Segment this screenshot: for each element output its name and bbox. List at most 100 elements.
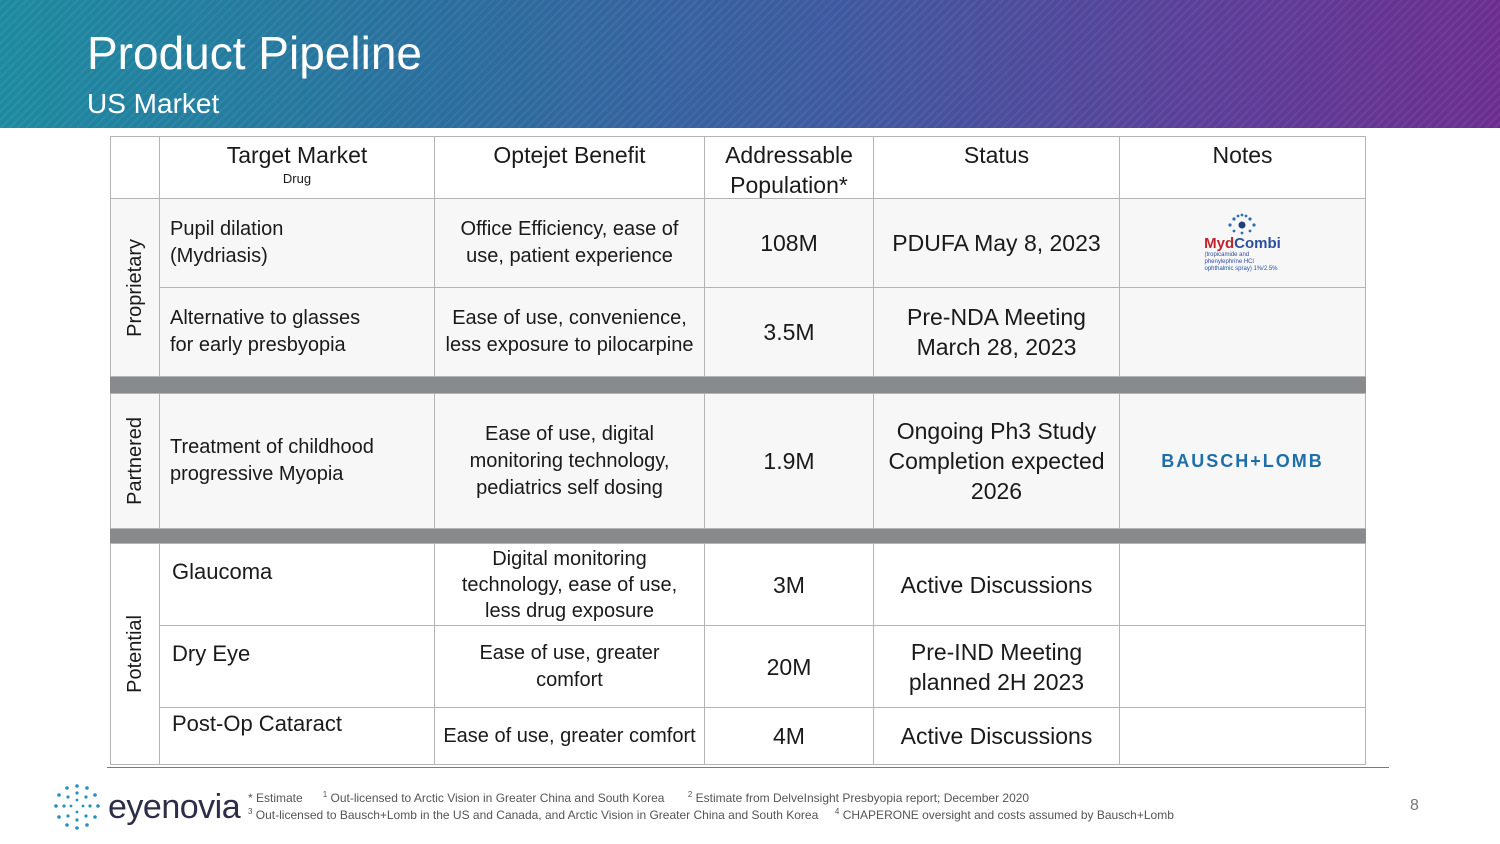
- row-2-benefit-line2: less exposure to pilocarpine: [445, 334, 694, 356]
- row-2-status-line2: March 28, 2023: [916, 334, 1077, 360]
- table-row-4-benefit: Digital monitoring technology, ease of us…: [434, 543, 705, 626]
- row-1-target-line2: (Mydriasis): [170, 245, 268, 267]
- table-row-5-population: 20M: [704, 625, 874, 708]
- table-row-2-status: Pre-NDA Meeting March 28, 2023: [873, 287, 1120, 377]
- mydcombi-subtext: (tropicamide and phenylephrine HCl ophth…: [1204, 252, 1278, 272]
- mydcombi-logo: MydCombi (tropicamide and phenylephrine …: [1204, 213, 1281, 273]
- table-row-1-target: Pupil dilation (Mydriasis): [159, 198, 435, 288]
- page-number: 8: [1410, 797, 1419, 814]
- table-row-6-population: 4M: [704, 707, 874, 765]
- table-row-4-population: 3M: [704, 543, 874, 626]
- row-2-population-value: 3.5M: [763, 319, 815, 345]
- header-status-label: Status: [963, 142, 1030, 168]
- header-notes-label: Notes: [1212, 142, 1273, 168]
- row-4-benefit-line2: technology, ease of use,: [461, 573, 678, 596]
- row-3-benefit-line1: Ease of use, digital: [485, 422, 654, 445]
- table-row-6-target: Post-Op Cataract: [159, 707, 435, 765]
- row-4-benefit-line1: Digital monitoring: [492, 547, 647, 570]
- table-row-2-benefit: Ease of use, convenience, less exposure t…: [434, 287, 705, 377]
- eyenovia-logo: eyenovia: [52, 782, 241, 832]
- footnote-4: CHAPERONE oversight and costs assumed by…: [842, 808, 1174, 822]
- row-2-benefit-line1: Ease of use, convenience,: [452, 307, 687, 329]
- bausch-lomb-logo: BAUSCH+LOMB: [1161, 450, 1324, 471]
- header-notes: Notes: [1119, 136, 1366, 199]
- header-target-market-label: Target Market: [226, 142, 368, 168]
- row-4-target-value: Glaucoma: [172, 559, 273, 584]
- row-3-benefit-line2: monitoring technology,: [469, 449, 670, 472]
- footnote-line-2: 3 Out-licensed to Bausch+Lomb in the US …: [248, 807, 1174, 823]
- table-row-4-notes: [1119, 543, 1366, 626]
- header-addressable-line2: Population*: [730, 172, 848, 198]
- row-5-status-line2: planned 2H 2023: [908, 668, 1085, 695]
- group-proprietary-label: Proprietary: [123, 238, 146, 337]
- group-partnered: Partnered: [110, 393, 160, 529]
- row-1-status-value: PDUFA May 8, 2023: [892, 230, 1101, 256]
- footnote-line-1: * Estimate 1 Out-licensed to Arctic Visi…: [248, 790, 1029, 806]
- page-subtitle: US Market: [87, 88, 220, 119]
- row-1-target-line1: Pupil dilation: [170, 218, 284, 240]
- row-3-status-line3: 2026: [970, 478, 1023, 504]
- footnote-2-marker: 2: [687, 790, 693, 799]
- row-5-population-value: 20M: [766, 653, 812, 680]
- eyenovia-mark-icon: [54, 784, 100, 830]
- footnote-3: Out-licensed to Bausch+Lomb in the US an…: [255, 808, 819, 822]
- table-row-3-status: Ongoing Ph3 Study Completion expected 2026: [873, 393, 1120, 529]
- table-row-6-notes: [1119, 707, 1366, 765]
- mydcombi-name-b: Combi: [1234, 235, 1281, 252]
- header-addressable-line1: Addressable: [725, 142, 853, 168]
- header-optejet-benefit-label: Optejet Benefit: [493, 142, 646, 168]
- row-3-status-line1: Ongoing Ph3 Study: [896, 418, 1097, 444]
- row-2-status-line1: Pre-NDA Meeting: [907, 304, 1086, 330]
- table-row-3-population: 1.9M: [704, 393, 874, 529]
- group-potential: Potential: [110, 543, 160, 765]
- footnote-4-marker: 4: [834, 807, 840, 816]
- group-separator-2: [110, 529, 1366, 543]
- group-separator-1: [110, 377, 1366, 393]
- row-4-population-value: 3M: [773, 571, 805, 598]
- table-row-6-benefit: Ease of use, greater comfort: [434, 707, 705, 765]
- header-target-market: Target Market Drug: [159, 136, 435, 199]
- footnote-3-marker: 3: [248, 807, 253, 816]
- table-row-1-population: 108M: [704, 198, 874, 288]
- row-6-status-value: Active Discussions: [900, 723, 1093, 749]
- row-2-target-line1: Alternative to glasses: [170, 307, 361, 329]
- header-banner: [0, 0, 1500, 128]
- table-row-4-status: Active Discussions: [873, 543, 1120, 626]
- row-6-target-value: Post-Op Cataract: [172, 711, 342, 736]
- row-6-benefit-value: Ease of use, greater comfort: [443, 724, 696, 747]
- group-partnered-label: Partnered: [123, 417, 146, 505]
- row-3-target-line2: progressive Myopia: [170, 463, 344, 485]
- footer-divider: [107, 767, 1389, 768]
- row-1-benefit-line1: Office Efficiency, ease of: [460, 218, 679, 240]
- table-row-6-status: Active Discussions: [873, 707, 1120, 765]
- row-4-benefit-line3: less drug exposure: [485, 599, 654, 622]
- group-potential-label: Potential: [123, 615, 146, 693]
- pipeline-table: Target Market Drug Optejet Benefit Addre…: [110, 136, 1366, 765]
- footnote-1: Out-licensed to Arctic Vision in Greater…: [330, 791, 665, 805]
- header-status: Status: [873, 136, 1120, 199]
- row-1-benefit-line2: use, patient experience: [466, 245, 673, 267]
- row-1-population-value: 108M: [760, 230, 818, 256]
- row-3-status-line2: Completion expected: [888, 448, 1105, 474]
- table-row-1-notes: MydCombi (tropicamide and phenylephrine …: [1119, 198, 1366, 288]
- table-row-4-target: Glaucoma: [159, 543, 435, 626]
- row-4-status-value: Active Discussions: [900, 571, 1093, 598]
- row-3-benefit-line3: pediatrics self dosing: [476, 476, 663, 499]
- eye-dots-icon: [1228, 213, 1257, 235]
- table-row-3-target: Treatment of childhood progressive Myopia: [159, 393, 435, 529]
- table-row-1-status: PDUFA May 8, 2023: [873, 198, 1120, 288]
- group-proprietary: Proprietary: [110, 198, 160, 377]
- eyenovia-wordmark: eyenovia: [108, 787, 241, 826]
- row-3-target-line1: Treatment of childhood: [170, 436, 374, 458]
- table-row-3-notes: BAUSCH+LOMB: [1119, 393, 1366, 529]
- footnote-1-marker: 1: [322, 790, 328, 799]
- row-6-population-value: 4M: [773, 723, 805, 749]
- footnote-estimate: * Estimate: [248, 791, 303, 805]
- table-row-2-population: 3.5M: [704, 287, 874, 377]
- row-5-status-line1: Pre-IND Meeting: [910, 638, 1083, 665]
- table-row-2-target: Alternative to glasses for early presbyop…: [159, 287, 435, 377]
- table-row-3-benefit: Ease of use, digital monitoring technolog…: [434, 393, 705, 529]
- table-row-5-target: Dry Eye: [159, 625, 435, 708]
- header-target-market-sub: Drug: [282, 171, 312, 186]
- page-title: Product Pipeline: [87, 27, 422, 79]
